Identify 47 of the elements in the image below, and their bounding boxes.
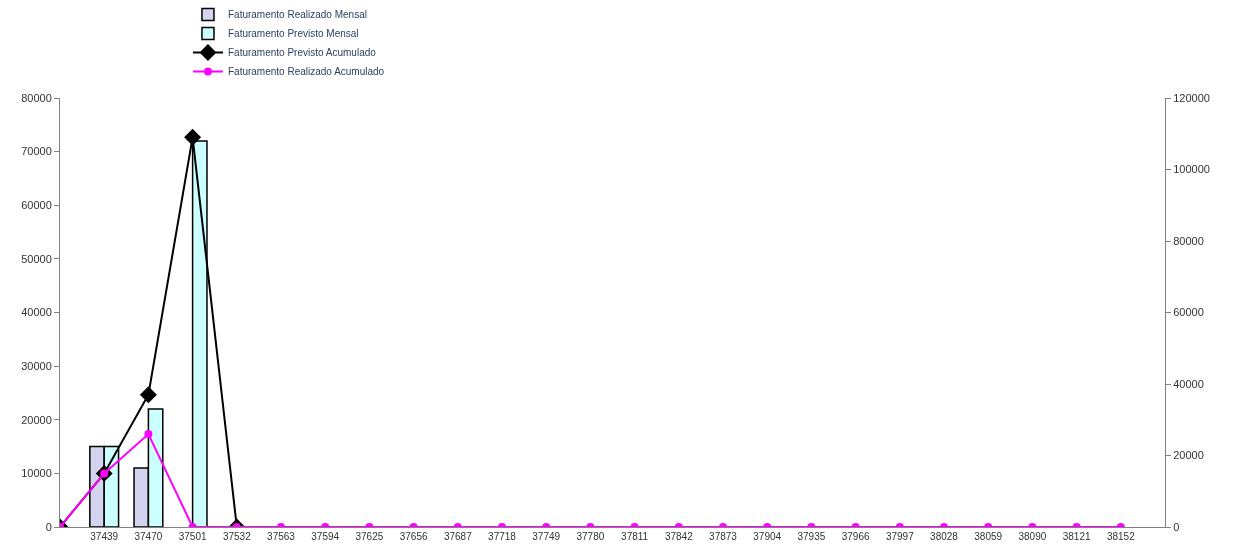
y-tick-label: 70000 <box>21 145 52 158</box>
x-tick-label: 37470 <box>134 531 163 542</box>
point <box>139 386 157 404</box>
x-tick-label: 37749 <box>532 531 561 542</box>
x-tick-label: 37904 <box>753 531 782 542</box>
x-tick-label: 37842 <box>664 531 694 542</box>
y-tick-label: 50000 <box>21 252 52 265</box>
x-tick-label: 37718 <box>488 531 517 542</box>
point <box>144 430 153 439</box>
y-tick-label: 30000 <box>21 359 52 372</box>
y-tick-label: 10000 <box>21 467 52 480</box>
x-tick-label: 37594 <box>311 531 340 542</box>
y-tick-label: 60000 <box>21 199 52 212</box>
point <box>184 128 202 146</box>
y2-tick-label: 0 <box>1173 520 1180 533</box>
y-tick-label: 40000 <box>21 306 52 319</box>
legend-label: Faturamento Previsto Acumulado <box>227 47 377 59</box>
x-tick-label: 37966 <box>841 531 870 542</box>
x-tick-label: 37687 <box>443 531 473 542</box>
y2-tick-label: 20000 <box>1173 449 1204 462</box>
y2-tick-label: 80000 <box>1173 234 1204 247</box>
x-tick-label: 38121 <box>1062 531 1091 542</box>
y2-tick-label: 40000 <box>1173 377 1204 390</box>
y-tick-label: 20000 <box>21 413 52 426</box>
x-tick-label: 37656 <box>399 531 428 542</box>
x-tick-label: 37563 <box>267 531 296 542</box>
x-tick-label: 38028 <box>930 531 959 542</box>
y-tick-label: 0 <box>45 520 52 533</box>
y2-tick-label: 120000 <box>1173 91 1210 104</box>
y2-tick-label: 100000 <box>1173 163 1210 176</box>
legend-label: Faturamento Realizado Mensal <box>227 9 367 21</box>
x-tick-label: 37935 <box>797 531 826 542</box>
x-tick-label: 37532 <box>222 531 252 542</box>
y2-tick-label: 60000 <box>1173 306 1204 319</box>
x-tick-label: 37501 <box>178 531 207 542</box>
x-tick-label: 37873 <box>709 531 738 542</box>
x-tick-label: 37625 <box>355 531 384 542</box>
x-tick-label: 38059 <box>974 531 1003 542</box>
legend-label: Faturamento Previsto Mensal <box>227 28 359 40</box>
x-tick-label: 37780 <box>576 531 605 542</box>
x-tick-label: 37811 <box>621 531 649 542</box>
legend-label: Faturamento Realizado Acumulado <box>227 66 385 78</box>
x-tick-label: 37997 <box>885 531 915 542</box>
x-tick-label: 38152 <box>1106 531 1136 542</box>
x-tick-label: 38090 <box>1018 531 1047 542</box>
y-tick-label: 80000 <box>21 91 52 104</box>
x-tick-label: 37439 <box>90 531 119 542</box>
